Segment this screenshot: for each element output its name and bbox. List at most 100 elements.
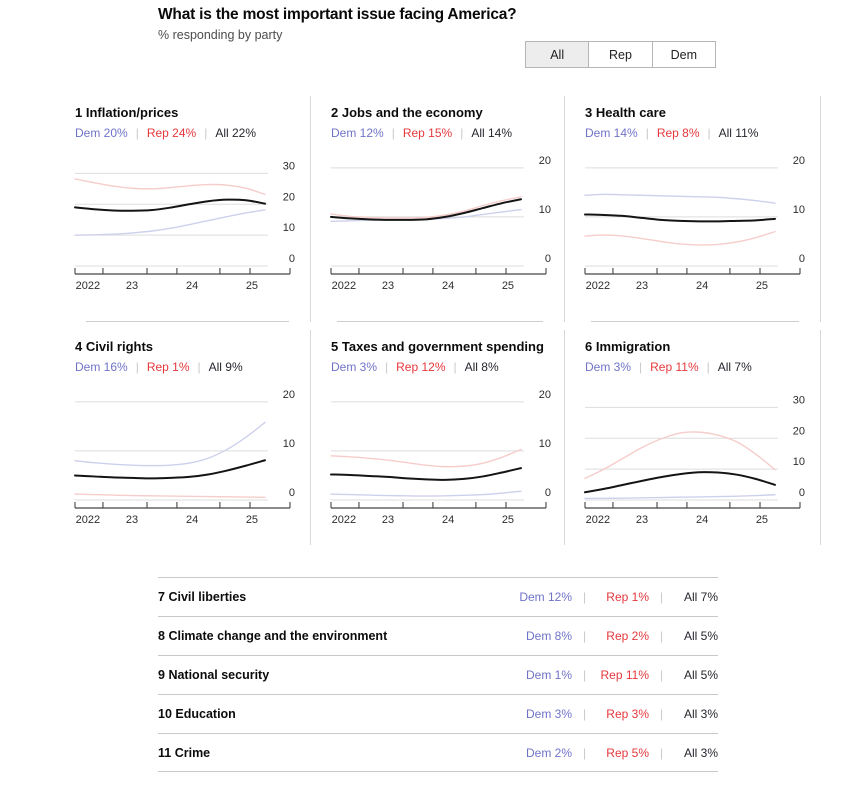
x-axis-tick-label: 2022 (76, 514, 100, 526)
x-axis-tick-label: 23 (636, 280, 648, 292)
table-dem-value: Dem 12% (519, 590, 572, 604)
series-line-all (74, 198, 266, 212)
chart-issue-label: Health care (595, 105, 666, 120)
x-axis-tick-label: 2022 (586, 514, 610, 526)
legend-all-value: All 8% (464, 360, 499, 374)
legend-dem-value: Dem 14% (585, 126, 638, 140)
chart-issue-label: Jobs and the economy (341, 105, 483, 120)
chart-cell-2: 2 Jobs and the economy Dem 12% | Rep 15% | A… (311, 96, 565, 322)
chart-legend: Dem 12% | Rep 15% | All 14% (331, 126, 564, 140)
series-line-dem (584, 193, 776, 204)
charts-grid: 1 Inflation/prices Dem 20% | Rep 24% | All 2… (60, 96, 821, 545)
table-row-rank: 8 (158, 629, 165, 643)
x-axis-tick-label: 24 (186, 514, 198, 526)
table-row-label: 8 Climate change and the environment (158, 629, 387, 643)
chart-title: 2 Jobs and the economy (331, 105, 564, 120)
legend-all-value: All 9% (208, 360, 243, 374)
x-axis-tick-label: 23 (636, 514, 648, 526)
legend-separator: | (639, 360, 643, 374)
chart-legend: Dem 16% | Rep 1% | All 9% (75, 360, 310, 374)
series-line-rep (74, 493, 266, 498)
legend-all-value: All 14% (471, 126, 512, 140)
y-axis-tick-label: 10 (793, 456, 805, 468)
x-axis-tick-label: 24 (442, 514, 454, 526)
chart-issue-label: Taxes and government spending (341, 339, 544, 354)
y-axis-tick-label: 0 (545, 487, 551, 499)
table-row-rank: 9 (158, 668, 165, 682)
tab-all[interactable]: All (525, 41, 590, 68)
tab-dem[interactable]: Dem (651, 41, 716, 68)
table-row-values: Dem 8% | Rep 2% | All 5% (516, 629, 718, 643)
y-axis-tick-label: 10 (793, 204, 805, 216)
table-row-rank: 7 (158, 590, 165, 604)
table-all-value: All 3% (683, 745, 718, 760)
x-axis-tick-label: 25 (502, 514, 514, 526)
table-row-label: 9 National security (158, 668, 269, 682)
value-separator: | (659, 745, 664, 760)
table-rep-value: Rep 3% (606, 707, 649, 721)
y-axis-tick-label: 0 (799, 253, 805, 265)
table-rep-value: Rep 5% (606, 745, 649, 760)
table-row-issue: Climate change and the environment (168, 629, 388, 643)
legend-separator: | (391, 126, 395, 140)
x-axis-tick-label: 23 (126, 280, 138, 292)
chart-legend: Dem 3% | Rep 12% | All 8% (331, 360, 564, 374)
legend-separator: | (706, 360, 710, 374)
x-axis-tick-label: 2022 (332, 514, 356, 526)
y-axis-tick-label: 20 (793, 425, 805, 437)
table-row-label: 10 Education (158, 707, 236, 721)
x-axis-tick-label: 25 (246, 514, 258, 526)
legend-separator: | (135, 126, 139, 140)
y-axis-tick-label: 0 (799, 487, 805, 499)
value-separator: | (582, 590, 587, 604)
value-separator: | (659, 707, 664, 721)
chart-legend: Dem 14% | Rep 8% | All 11% (585, 126, 820, 140)
x-axis-tick-label: 25 (502, 280, 514, 292)
legend-rep-value: Rep 15% (402, 126, 453, 140)
y-axis-tick-label: 10 (283, 438, 295, 450)
legend-all-value: All 11% (718, 126, 759, 140)
table-rep-value: Rep 2% (606, 629, 649, 643)
y-axis-tick-label: 30 (793, 394, 805, 406)
legend-rep-value: Rep 12% (396, 360, 446, 374)
line-chart: 0 10 20 2022 23 24 25 (330, 155, 551, 292)
table-row-values: Dem 3% | Rep 3% | All 3% (516, 707, 718, 721)
table-row-values: Dem 2% | Rep 5% | All 3% (516, 746, 718, 760)
series-line-rep (584, 230, 776, 246)
series-line-dem (74, 209, 266, 236)
legend-separator: | (204, 126, 208, 140)
x-axis-tick-label: 24 (696, 514, 708, 526)
legend-dem-value: Dem 3% (585, 360, 632, 374)
table-dem-value: Dem 3% (525, 707, 572, 721)
table-row-label: 11 Crime (158, 746, 210, 760)
series-line-rep (74, 178, 266, 196)
line-chart: 0 10 20 30 2022 23 24 25 (74, 160, 295, 292)
legend-separator: | (460, 126, 464, 140)
series-line-rep (330, 448, 522, 468)
table-row-8: 8 Climate change and the environment Dem… (158, 616, 718, 655)
table-row-issue: Crime (174, 745, 211, 760)
party-tab-group: All Rep Dem (525, 41, 716, 68)
chart-rank: 5 (331, 339, 339, 354)
legend-rep-value: Rep 24% (146, 126, 197, 140)
table-all-value: All 3% (683, 707, 718, 721)
value-separator: | (582, 629, 587, 643)
x-axis-tick-label: 25 (246, 280, 258, 292)
tab-rep[interactable]: Rep (588, 41, 653, 68)
chart-rank: 6 (585, 339, 593, 354)
y-axis-tick-label: 0 (545, 253, 551, 265)
chart-rank: 2 (331, 105, 339, 120)
table-row-rank: 10 (158, 707, 172, 721)
legend-dem-value: Dem 20% (75, 126, 128, 140)
line-chart: 0 10 20 2022 23 24 25 (74, 389, 295, 526)
series-line-dem (330, 490, 522, 497)
chart-issue-label: Civil rights (85, 339, 154, 354)
legend-separator: | (645, 126, 649, 140)
value-separator: | (582, 707, 587, 721)
y-axis-tick-label: 10 (539, 204, 551, 216)
y-axis-tick-label: 20 (793, 155, 805, 167)
legend-separator: | (707, 126, 711, 140)
chart-rank: 4 (75, 339, 83, 354)
series-line-all (74, 459, 266, 480)
x-axis-tick-label: 25 (756, 514, 768, 526)
